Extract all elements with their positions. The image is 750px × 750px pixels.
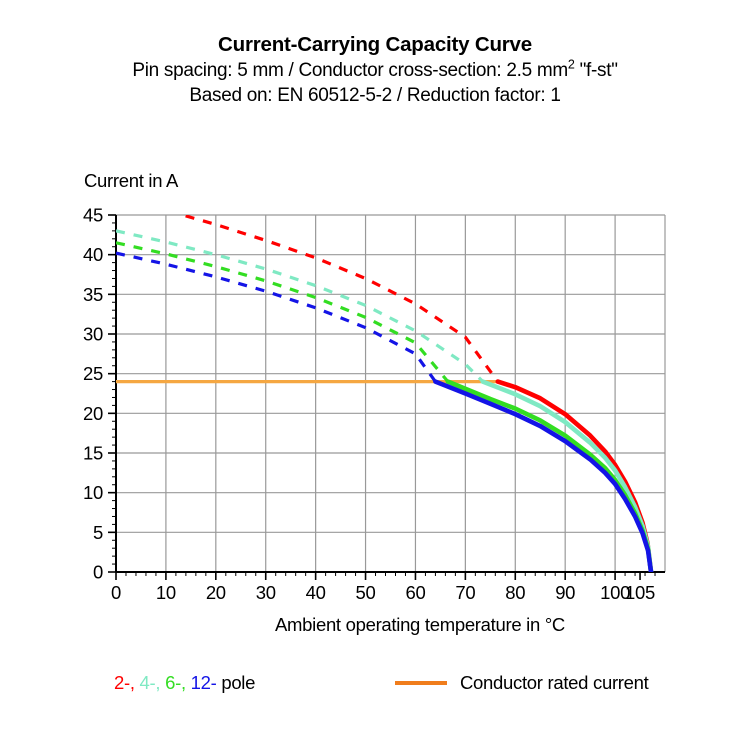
- x-tick-label: 10: [156, 582, 176, 603]
- y-tick-label: 0: [93, 562, 103, 583]
- legend-label-6-pole: 6-,: [165, 672, 186, 693]
- legend-rated-swatch-icon: [395, 681, 447, 685]
- x-tick-label: 60: [405, 582, 425, 603]
- x-tick-label: 50: [356, 582, 376, 603]
- x-tick-label: 70: [455, 582, 475, 603]
- x-tick-label: 80: [505, 582, 525, 603]
- y-tick-label: 30: [83, 324, 103, 345]
- chart-subtitle-line-1: Pin spacing: 5 mm / Conductor cross-sect…: [0, 58, 750, 83]
- series-dashed-12-pole: [116, 251, 437, 383]
- chart-title: Current-Carrying Capacity Curve: [218, 33, 532, 56]
- x-tick-label: 20: [206, 582, 226, 603]
- y-axis-title: Current in A: [84, 170, 179, 191]
- y-tick-label: 45: [83, 205, 103, 226]
- series-dashed-6-pole: [116, 241, 450, 383]
- chart-legend: 2-, 4-, 6-, 12- pole Conductor rated cur…: [0, 672, 750, 708]
- y-tick-label: 10: [83, 482, 103, 503]
- legend-series-poles: 2-, 4-, 6-, 12- pole: [114, 672, 255, 694]
- x-tick-label: 90: [555, 582, 575, 603]
- legend-rated-label: Conductor rated current: [460, 672, 649, 693]
- x-tick-label: 0: [111, 582, 121, 603]
- series-dashed-2-pole: [176, 215, 500, 383]
- y-tick-label: 20: [83, 403, 103, 424]
- chart-subtitle-line-2: Based on: EN 60512-5-2 / Reduction facto…: [189, 85, 561, 106]
- subtitle-superscript: 2: [567, 57, 575, 72]
- series-solid-12-pole: [433, 379, 654, 572]
- y-tick-label: 15: [83, 443, 103, 464]
- y-tick-label: 40: [83, 244, 103, 265]
- legend-label-pole-suffix: pole: [221, 672, 256, 693]
- subtitle-text-a: Pin spacing: 5 mm / Conductor cross-sect…: [132, 60, 568, 81]
- subtitle-text-b: "f-st": [574, 60, 618, 81]
- x-tick-label: 105: [625, 582, 655, 603]
- x-tick-label: 40: [306, 582, 326, 603]
- legend-rated-current: Conductor rated current: [395, 672, 649, 694]
- legend-label-12-pole: 12-: [190, 672, 217, 693]
- series-dashed-4-pole: [116, 229, 484, 383]
- y-tick-label: 5: [93, 522, 103, 543]
- legend-label-4-pole: 4-,: [139, 672, 161, 693]
- x-tick-label: 30: [256, 582, 276, 603]
- y-tick-label: 35: [83, 284, 103, 305]
- x-axis-title: Ambient operating temperature in °C: [275, 614, 565, 635]
- chart-header: Current-Carrying Capacity Curve Pin spac…: [0, 32, 750, 108]
- legend-label-2-pole: 2-,: [114, 672, 135, 693]
- y-tick-label: 25: [83, 363, 103, 384]
- x-tick-label: 100: [600, 582, 630, 603]
